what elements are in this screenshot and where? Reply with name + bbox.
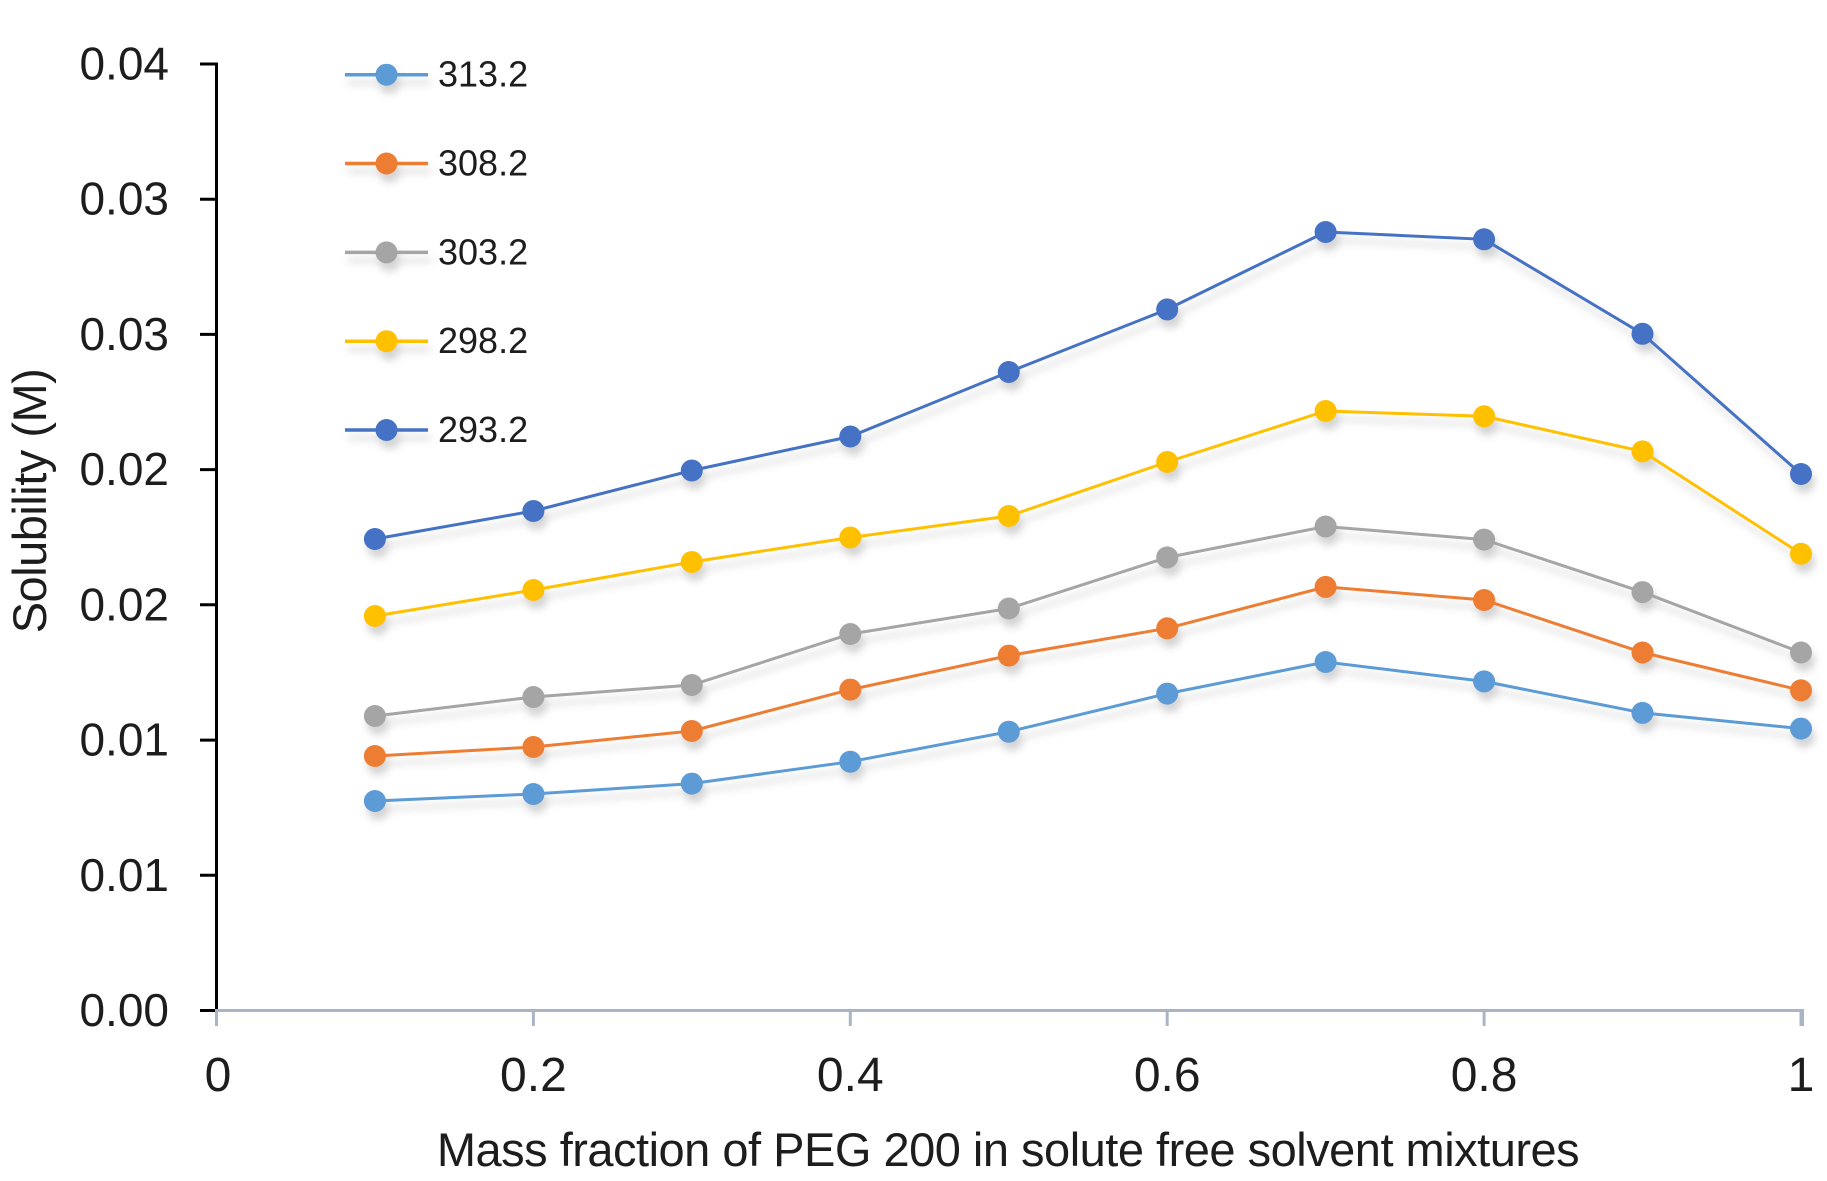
svg-text:0.00: 0.00: [79, 984, 169, 1036]
svg-text:0: 0: [205, 1049, 232, 1102]
svg-text:0.6: 0.6: [1134, 1049, 1201, 1102]
svg-text:308.2: 308.2: [438, 143, 528, 184]
svg-text:298.2: 298.2: [438, 320, 528, 361]
svg-text:313.2: 313.2: [438, 54, 528, 95]
svg-text:0.04: 0.04: [79, 38, 169, 90]
svg-text:0.03: 0.03: [79, 308, 169, 360]
svg-text:293.2: 293.2: [438, 409, 528, 450]
svg-text:Mass fraction of PEG 200 in so: Mass fraction of PEG 200 in solute free …: [437, 1123, 1579, 1176]
svg-text:0.02: 0.02: [79, 443, 169, 495]
svg-text:0.01: 0.01: [79, 849, 169, 901]
svg-text:0.03: 0.03: [79, 173, 169, 225]
svg-text:0.4: 0.4: [817, 1049, 884, 1102]
svg-text:303.2: 303.2: [438, 231, 528, 272]
svg-text:0.01: 0.01: [79, 714, 169, 766]
svg-text:Solubility (M): Solubility (M): [3, 369, 56, 634]
svg-text:1: 1: [1788, 1049, 1815, 1102]
svg-text:0.8: 0.8: [1451, 1049, 1518, 1102]
svg-text:0.2: 0.2: [500, 1049, 567, 1102]
svg-text:0.02: 0.02: [79, 578, 169, 630]
